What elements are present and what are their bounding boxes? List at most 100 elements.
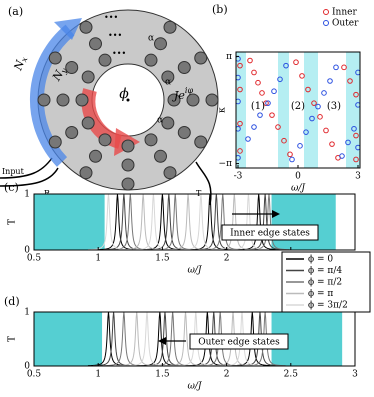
y-tick-label: 1 — [24, 308, 30, 318]
plot-area — [34, 312, 343, 366]
plot-frame — [33, 311, 356, 367]
point — [237, 148, 243, 154]
point — [263, 100, 269, 106]
peak — [164, 312, 207, 366]
point — [297, 143, 303, 149]
point — [353, 156, 359, 163]
point — [277, 76, 283, 83]
resonator — [89, 37, 102, 51]
resonator — [177, 61, 191, 74]
point — [257, 112, 263, 118]
point — [355, 144, 360, 151]
coupling-sup: iφ — [185, 86, 194, 95]
point — [355, 102, 360, 108]
y-tick-label: 0 — [24, 246, 30, 256]
point — [303, 129, 309, 135]
shaded-band — [304, 52, 318, 168]
point — [321, 90, 327, 96]
coupling-label: Jeiφ — [172, 86, 193, 102]
legend-label: ϕ = π/2 — [308, 278, 342, 288]
x-tick-label: 1 — [95, 370, 101, 380]
resonator — [121, 177, 135, 191]
resonator — [79, 166, 93, 180]
panel-label: (c) — [4, 181, 19, 194]
peak — [175, 312, 217, 366]
point — [265, 100, 271, 106]
x-tick-label: 3 — [355, 172, 361, 182]
point — [236, 125, 241, 132]
point — [311, 100, 317, 106]
plot-area — [34, 194, 336, 250]
shaded-band — [236, 52, 246, 168]
resonator — [167, 93, 181, 107]
ring-diagram: (a) Nx Ny α α α Jeiφ ϕ Input R T ••• •••… — [0, 5, 219, 206]
annotation-box — [221, 224, 319, 241]
x-tick-label: 2 — [224, 254, 230, 264]
arrow-head — [272, 210, 280, 218]
flux-dot — [126, 98, 130, 102]
legend-label: ϕ = π — [308, 289, 333, 299]
panel-label: (a) — [8, 5, 23, 18]
x-axis-label: ω/J — [188, 266, 203, 276]
ny-sub: y — [59, 66, 70, 76]
point — [315, 103, 321, 110]
resonator — [81, 116, 95, 130]
legend-marker — [323, 20, 329, 26]
point — [255, 79, 261, 86]
region-label: (3) — [327, 101, 341, 112]
point — [351, 125, 357, 132]
point — [323, 127, 329, 134]
x-tick-label: 1.5 — [155, 254, 170, 264]
resonator — [186, 93, 200, 107]
y-tick-label: 0 — [24, 362, 30, 372]
resonator — [177, 126, 191, 139]
point — [247, 57, 253, 64]
legend-marker — [323, 9, 329, 15]
legend-label: Inner — [332, 8, 357, 18]
y-tick-label: 1 — [24, 190, 30, 200]
plot-frame — [235, 51, 361, 169]
resonator — [194, 135, 208, 149]
legend-label: ϕ = π/4 — [308, 266, 342, 276]
x-axis-label: ω/J — [291, 184, 306, 194]
point — [309, 115, 315, 122]
resonator — [205, 93, 219, 107]
point — [251, 124, 257, 130]
x-tick-label: 2.5 — [284, 370, 299, 380]
y-axis-label: T — [8, 336, 18, 342]
nodes — [37, 20, 219, 191]
point — [317, 114, 323, 120]
point — [236, 98, 241, 105]
nx: N — [11, 58, 27, 73]
resonator — [65, 126, 79, 139]
resonator — [163, 20, 177, 34]
y-tick-label: π — [226, 52, 232, 62]
x-tick-label: 0.5 — [27, 370, 42, 380]
ellipsis: ••• — [112, 49, 126, 58]
plot-frame — [33, 193, 356, 251]
resonator — [144, 133, 158, 147]
resonator — [48, 135, 62, 149]
nx-sub: x — [19, 56, 29, 64]
input-waveguide — [0, 167, 59, 187]
y-tick-label: −π — [219, 159, 233, 169]
resonator — [194, 51, 208, 65]
peak — [132, 194, 174, 250]
point — [245, 136, 251, 142]
ellipsis: ••• — [104, 13, 118, 22]
point — [299, 73, 305, 79]
arrow-head — [54, 18, 82, 40]
legend-label: ϕ = 0 — [308, 255, 333, 265]
legend-label: Outer — [332, 19, 359, 29]
resonator — [98, 133, 112, 147]
legend-label: ϕ = 3π/2 — [308, 301, 348, 311]
ellipsis: ••• — [108, 31, 122, 40]
panel-label: (d) — [4, 295, 20, 308]
resonator — [48, 51, 62, 65]
x-axis-label: ω/J — [188, 382, 203, 392]
peak — [87, 194, 130, 250]
point — [237, 86, 243, 93]
point — [353, 91, 359, 98]
point — [275, 124, 281, 130]
